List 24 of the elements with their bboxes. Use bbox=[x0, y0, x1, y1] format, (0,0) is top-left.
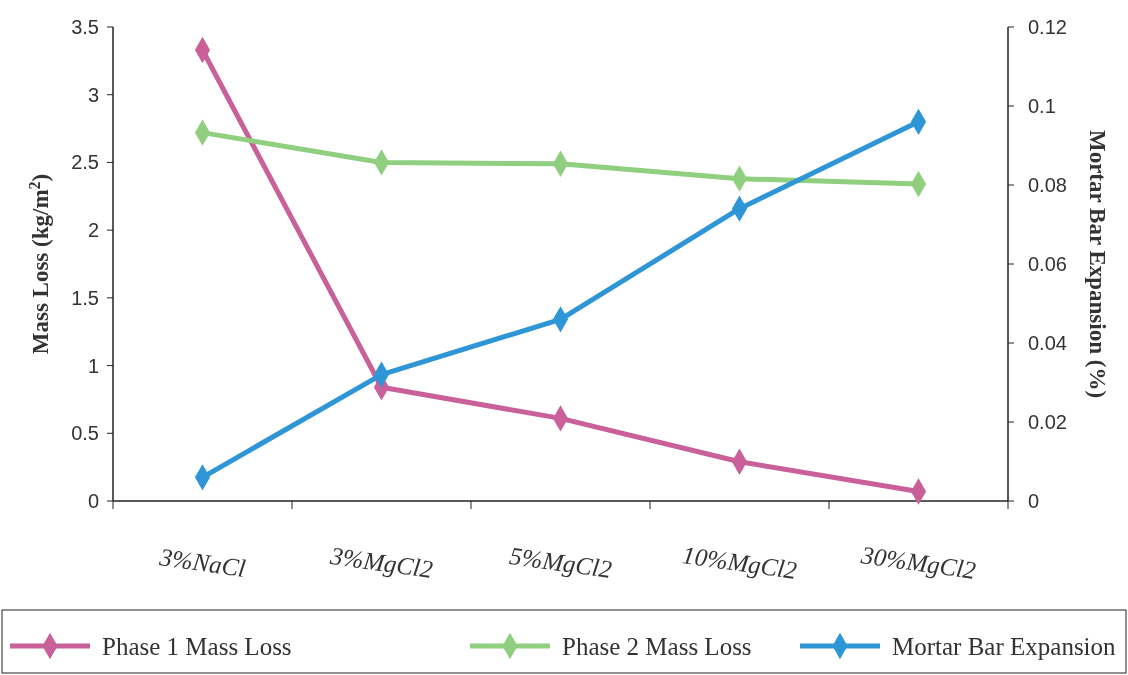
y-tick-label: 1.5 bbox=[71, 286, 99, 309]
y2-tick-label: 0.1 bbox=[1028, 95, 1056, 117]
x-tick-label: 5%MgCl2 bbox=[507, 541, 614, 584]
x-tick-label: 30%MgCl2 bbox=[858, 540, 978, 584]
y-tick-label: 0.5 bbox=[71, 422, 99, 445]
y-tick-label: 0 bbox=[87, 490, 99, 512]
x-tick-label: 3%MgCl2 bbox=[327, 541, 435, 584]
y-tick-label: 1 bbox=[87, 354, 99, 377]
y2-tick-label: 0.04 bbox=[1028, 332, 1067, 354]
y2-tick-label: 0 bbox=[1028, 490, 1040, 512]
legend-label: Phase 2 Mass Loss bbox=[562, 632, 752, 660]
y-tick-label: 3 bbox=[87, 83, 99, 106]
y2-tick-label: 0.06 bbox=[1028, 253, 1067, 275]
y2-axis-title: Mortar Bar Expansion (%) bbox=[1085, 129, 1110, 399]
y2-tick-label: 0.08 bbox=[1028, 174, 1067, 196]
y-tick-label: 2.5 bbox=[71, 151, 99, 174]
x-tick-label: 3%NaCl bbox=[157, 543, 248, 582]
legend-label: Phase 1 Mass Loss bbox=[102, 632, 292, 660]
y-tick-label: 3.5 bbox=[71, 16, 99, 38]
legend-label: Mortar Bar Expansion bbox=[892, 632, 1117, 660]
x-tick-label: 10%MgCl2 bbox=[680, 541, 799, 584]
y-tick-label: 2 bbox=[87, 219, 99, 242]
y2-tick-label: 0.02 bbox=[1028, 411, 1067, 433]
y2-tick-label: 0.12 bbox=[1028, 16, 1067, 38]
